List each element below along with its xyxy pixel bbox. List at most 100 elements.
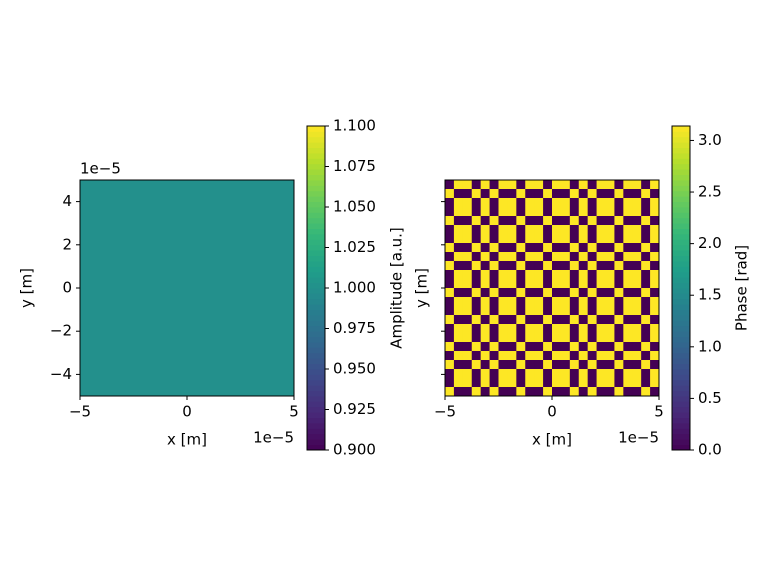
colorbar-swatch bbox=[307, 336, 325, 343]
heatmap-cell bbox=[641, 333, 651, 343]
heatmap-cell bbox=[578, 324, 589, 334]
colorbar-tick-label: 1.050 bbox=[333, 198, 376, 216]
heatmap-cell bbox=[623, 297, 633, 307]
heatmap-cell bbox=[489, 315, 499, 325]
heatmap-cell bbox=[453, 261, 464, 271]
heatmap-cell bbox=[632, 333, 642, 343]
y-tick-label: −2 bbox=[50, 322, 72, 340]
heatmap-cell bbox=[471, 360, 482, 370]
colorbar-swatch bbox=[672, 147, 690, 154]
heatmap-cell bbox=[445, 180, 455, 190]
heatmap-cell bbox=[587, 387, 597, 397]
colorbar-swatch bbox=[307, 315, 325, 321]
colorbar-swatch bbox=[672, 374, 690, 381]
heatmap-cell bbox=[462, 279, 473, 289]
heatmap-cell bbox=[578, 297, 589, 307]
heatmap-cell bbox=[507, 225, 517, 235]
heatmap-cell bbox=[525, 360, 535, 370]
heatmap-cell bbox=[632, 342, 642, 352]
heatmap-cell bbox=[534, 225, 544, 235]
heatmap-cell bbox=[498, 198, 508, 208]
colorbar-swatch bbox=[672, 331, 690, 337]
heatmap-cell bbox=[534, 306, 544, 316]
heatmap-cell bbox=[587, 207, 597, 217]
heatmap-cell bbox=[480, 198, 490, 208]
heatmap-cell bbox=[480, 207, 490, 217]
colorbar-tick-label: 0.0 bbox=[698, 441, 722, 459]
heatmap-cell bbox=[632, 234, 642, 244]
heatmap-cell bbox=[462, 252, 473, 262]
heatmap-cell bbox=[587, 378, 597, 388]
heatmap-cell bbox=[552, 261, 562, 271]
heatmap-cell bbox=[480, 378, 490, 388]
colorbar-swatch bbox=[307, 396, 325, 402]
heatmap-cell bbox=[489, 189, 499, 199]
heatmap-cell bbox=[453, 342, 464, 352]
colorbar-swatch bbox=[307, 201, 325, 208]
heatmap-cell bbox=[552, 207, 562, 217]
colorbar-tick-label: 0.925 bbox=[333, 400, 376, 418]
heatmap-cell bbox=[445, 198, 455, 208]
heatmap-cell bbox=[471, 315, 482, 325]
heatmap-cell bbox=[650, 261, 660, 271]
heatmap-cell bbox=[471, 297, 482, 307]
heatmap-cell bbox=[462, 351, 473, 361]
heatmap-cell bbox=[623, 279, 633, 289]
heatmap-cell bbox=[462, 360, 473, 370]
heatmap-cell bbox=[578, 243, 589, 253]
heatmap-cell bbox=[534, 378, 544, 388]
heatmap-cell bbox=[614, 243, 624, 253]
colorbar-label: Amplitude [a.u.] bbox=[388, 227, 406, 349]
heatmap-cell bbox=[445, 369, 455, 379]
heatmap-cell bbox=[587, 288, 597, 298]
x-tick-label: 0 bbox=[182, 403, 192, 421]
heatmap-cell bbox=[641, 234, 651, 244]
heatmap-cell bbox=[489, 234, 499, 244]
colorbar-swatch bbox=[307, 180, 325, 186]
heatmap-cell bbox=[489, 378, 499, 388]
heatmap-cell bbox=[632, 252, 642, 262]
heatmap-cell bbox=[453, 306, 464, 316]
heatmap-cell bbox=[498, 297, 508, 307]
heatmap-cell bbox=[650, 378, 660, 388]
heatmap-cell bbox=[552, 342, 562, 352]
heatmap-cell bbox=[587, 342, 597, 352]
heatmap-cell bbox=[525, 387, 535, 397]
colorbar-swatch bbox=[307, 153, 325, 159]
heatmap-cell bbox=[614, 369, 624, 379]
heatmap-cell bbox=[614, 288, 624, 298]
heatmap-cell bbox=[596, 279, 606, 289]
heatmap-cell bbox=[596, 378, 606, 388]
heatmap-cell bbox=[605, 360, 615, 370]
heatmap-cell bbox=[596, 369, 606, 379]
heatmap-cell bbox=[587, 198, 597, 208]
heatmap-cell bbox=[543, 180, 553, 190]
colorbar-swatch bbox=[307, 444, 325, 451]
heatmap-cell bbox=[650, 189, 660, 199]
heatmap-cell bbox=[507, 369, 517, 379]
heatmap-cell bbox=[534, 297, 544, 307]
heatmap-cell bbox=[489, 261, 499, 271]
heatmap-cell bbox=[453, 360, 464, 370]
heatmap-cell bbox=[632, 324, 642, 334]
colorbar-swatch bbox=[672, 390, 690, 397]
heatmap-cell bbox=[552, 351, 562, 361]
heatmap-cell bbox=[650, 279, 660, 289]
heatmap-cell bbox=[614, 261, 624, 271]
heatmap-cell bbox=[489, 252, 499, 262]
colorbar-swatch bbox=[307, 423, 325, 429]
heatmap-cell bbox=[569, 351, 580, 361]
heatmap-cell bbox=[578, 306, 589, 316]
heatmap-cell bbox=[445, 378, 455, 388]
heatmap-cell bbox=[525, 198, 535, 208]
heatmap-cell bbox=[498, 342, 508, 352]
x-offset-label: 1e−5 bbox=[253, 429, 294, 447]
heatmap-cell bbox=[623, 342, 633, 352]
heatmap-cell bbox=[569, 243, 580, 253]
heatmap-cell bbox=[641, 369, 651, 379]
heatmap-cell bbox=[650, 234, 660, 244]
colorbar-swatch bbox=[672, 423, 690, 429]
heatmap-cell bbox=[445, 333, 455, 343]
heatmap-cell bbox=[569, 279, 580, 289]
heatmap-cell bbox=[560, 279, 571, 289]
